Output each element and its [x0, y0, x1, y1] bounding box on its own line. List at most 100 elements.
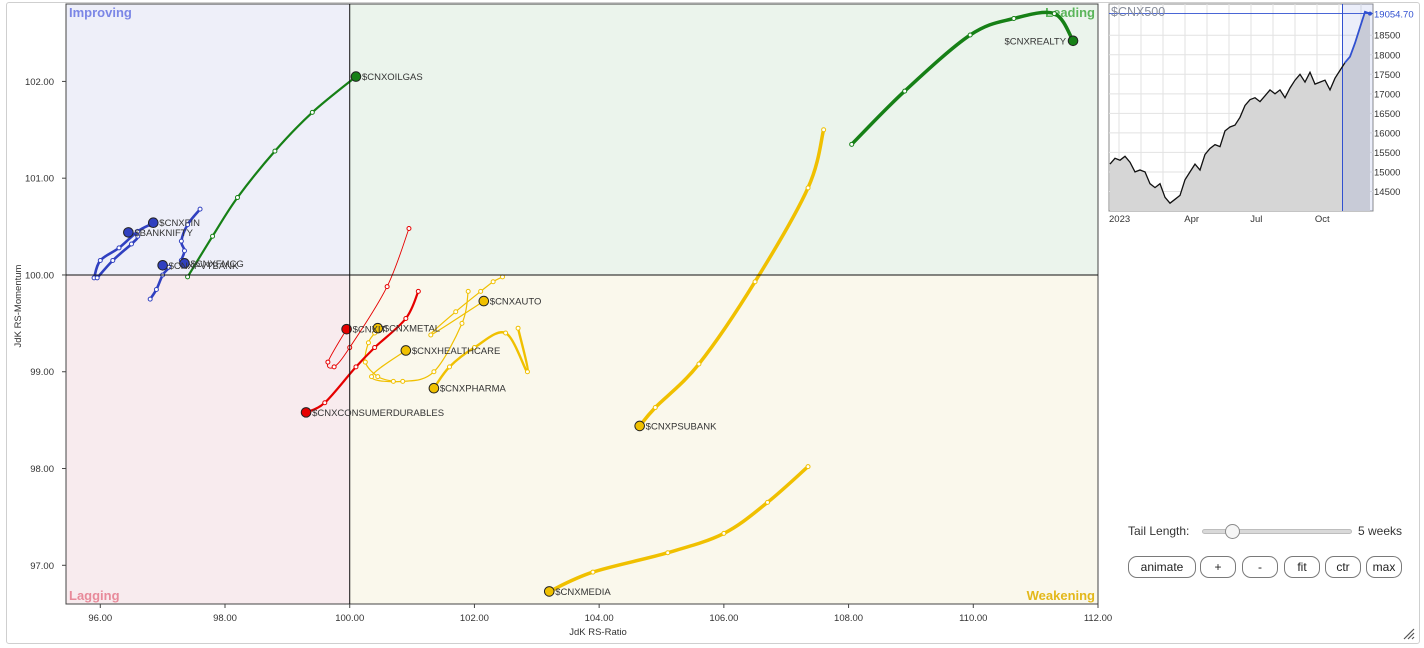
- mini-x-tick-label: Oct: [1315, 214, 1330, 225]
- mini-x-tick-label: Jul: [1250, 214, 1262, 225]
- mini-y-tick-label: 15000: [1374, 167, 1400, 178]
- mini-price-line-recent: [1344, 10, 1371, 64]
- tail-cnxconsumerdurables: [305, 290, 420, 414]
- tail-point: [403, 316, 409, 322]
- head-marker-banknifty[interactable]: [123, 227, 134, 238]
- tail-point: [185, 274, 191, 280]
- mini-x-tick-label: 2023: [1109, 214, 1130, 225]
- tail-point: [94, 275, 100, 281]
- series-label-cnxconsumerdurables: $CNXCONSUMERDURABLES: [312, 408, 444, 419]
- series-label-cnxfin: $CNXFIN: [159, 218, 200, 229]
- tail-point: [369, 374, 375, 380]
- quadrant-lagging: [66, 274, 350, 604]
- tail-point: [490, 279, 496, 285]
- quadrant-improving: [66, 4, 350, 275]
- tail-point: [272, 148, 278, 154]
- series-label-cnxauto: $CNXAUTO: [490, 297, 542, 308]
- tail-length-control: Tail Length: 5 weeks: [1128, 523, 1408, 541]
- resize-handle-icon[interactable]: [1403, 628, 1415, 640]
- fit-button[interactable]: fit: [1284, 556, 1320, 578]
- quadrant-label-weakening: Weakening: [1027, 588, 1095, 603]
- mini-y-tick-label: 16500: [1374, 109, 1400, 120]
- series-label-cnxpharma: $CNXPHARMA: [440, 384, 507, 395]
- tail-point: [234, 195, 240, 201]
- tail-point: [805, 464, 811, 470]
- head-marker-cnxmetal[interactable]: [372, 322, 384, 334]
- mini-y-tick-label: 18500: [1374, 31, 1400, 42]
- series-label-cnxhealthcare: $CNXHEALTHCARE: [412, 346, 501, 357]
- mini-y-tick-label: 15500: [1374, 148, 1400, 159]
- head-marker-cnxpsubank[interactable]: [634, 420, 645, 432]
- tail-point: [185, 222, 191, 228]
- head-marker-cnxrealty[interactable]: [1067, 35, 1079, 47]
- tail-point: [478, 288, 484, 294]
- series-label-cnxrealty: $CNXREALTY: [1004, 36, 1066, 47]
- x-tick-label: 98.00: [213, 613, 237, 624]
- x-tick-label: 108.00: [834, 613, 863, 624]
- series-label-cnxpsubank: $CNXPSUBANK: [646, 421, 717, 432]
- mini-last-value-label: 19054.70: [1374, 10, 1414, 21]
- tail-point: [390, 378, 396, 384]
- animate-button[interactable]: animate: [1128, 556, 1196, 578]
- x-tick-label: 110.00: [959, 613, 987, 624]
- tail-point: [765, 499, 771, 505]
- head-marker-cnxit[interactable]: [341, 323, 352, 335]
- x-tick-label: 112.00: [1084, 613, 1112, 624]
- tail-point: [665, 550, 671, 556]
- tail-point: [375, 374, 381, 380]
- head-marker-cnxpharma[interactable]: [428, 382, 440, 394]
- tail-point: [400, 378, 406, 384]
- head-marker-cnxconsumerdurables[interactable]: [300, 407, 312, 418]
- mini-y-tick-label: 14500: [1374, 187, 1400, 198]
- tail-point: [322, 400, 328, 406]
- tail-point: [110, 257, 116, 263]
- tail-point: [967, 32, 973, 38]
- tail-point: [384, 284, 390, 290]
- tail-point: [465, 288, 471, 294]
- tail-point: [178, 238, 184, 244]
- max-button[interactable]: max: [1366, 556, 1402, 578]
- tail-point: [97, 257, 103, 263]
- tail-point: [197, 206, 203, 212]
- tail-point: [453, 309, 459, 315]
- tail-point: [181, 248, 187, 254]
- tail-point: [431, 369, 437, 375]
- x-tick-label: 96.00: [88, 613, 112, 624]
- zoom-out-button[interactable]: -: [1242, 556, 1278, 578]
- series-label-banknifty: $BANKNIFTY: [134, 228, 193, 239]
- tail-point: [428, 332, 434, 338]
- tail-point: [210, 233, 216, 239]
- tail-length-slider[interactable]: [1202, 524, 1352, 539]
- y-tick-label: 99.00: [30, 367, 54, 378]
- center-button[interactable]: ctr: [1325, 556, 1361, 578]
- tail-point: [406, 226, 412, 232]
- x-tick-label: 104.00: [585, 613, 614, 624]
- series-label-cnxit: $CNXIT: [353, 325, 387, 336]
- quadrant-label-improving: Improving: [69, 5, 132, 20]
- head-marker-cnxhealthcare[interactable]: [400, 345, 412, 356]
- y-tick-label: 101.00: [25, 174, 54, 185]
- head-marker-cnxmedia[interactable]: [543, 586, 555, 597]
- y-tick-label: 97.00: [30, 561, 54, 572]
- head-marker-cnxpvtbank[interactable]: [157, 259, 168, 271]
- mini-y-tick-label: 17500: [1374, 70, 1400, 81]
- zoom-in-button[interactable]: +: [1200, 556, 1236, 578]
- mini-price-line: [1109, 62, 1346, 205]
- head-marker-cnxfin[interactable]: [147, 217, 159, 229]
- head-marker-cnxoilgas[interactable]: [350, 71, 362, 82]
- tail-point: [446, 364, 452, 370]
- tail-point: [331, 364, 337, 370]
- slider-thumb[interactable]: [1224, 524, 1240, 539]
- tail-point: [309, 109, 315, 115]
- x-axis-label: JdK RS-Ratio: [569, 627, 627, 638]
- head-marker-cnxfmcg[interactable]: [179, 258, 190, 269]
- tail-point: [524, 369, 530, 375]
- tail-point: [696, 361, 702, 367]
- tail-point: [652, 405, 658, 411]
- tail-length-label: Tail Length:: [1128, 524, 1190, 538]
- tail-length-value: 5 weeks: [1358, 524, 1403, 538]
- head-marker-cnxauto[interactable]: [478, 295, 490, 307]
- tail-point: [1011, 16, 1017, 22]
- x-tick-label: 102.00: [460, 613, 489, 624]
